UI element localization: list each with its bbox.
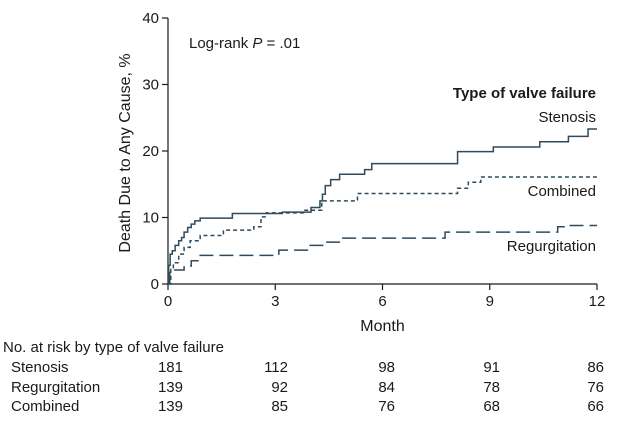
y-tick-label: 30 <box>142 77 159 94</box>
curve-regurgitation <box>168 224 597 285</box>
x-tick-label: 6 <box>378 293 386 310</box>
x-tick-label: 9 <box>486 293 494 310</box>
curve-combined <box>168 176 597 285</box>
y-tick-label: 0 <box>151 276 159 293</box>
series-label-stenosis: Stenosis <box>538 109 596 126</box>
series-label-combined: Combined <box>528 183 596 200</box>
y-tick-label: 10 <box>142 210 159 227</box>
chart-ticks: 0 10 20 30 40 0 3 6 9 12 <box>142 10 605 310</box>
y-tick-label: 20 <box>142 143 159 160</box>
y-tick-label: 40 <box>142 10 159 27</box>
x-tick-label: 0 <box>164 293 172 310</box>
legend-title: Type of valve failure <box>453 85 596 102</box>
chart-labels: Month Death Due to Any Cause, % Log-rank P… <box>117 35 596 335</box>
series-label-regurgitation: Regurgitation <box>507 238 596 255</box>
curve-stenosis <box>167 128 597 285</box>
chart-curves <box>167 128 597 285</box>
y-axis-title: Death Due to Any Cause, % <box>117 53 134 252</box>
x-axis-title: Month <box>360 318 404 335</box>
log-rank-annotation: Log-rank P = .01 <box>189 35 300 52</box>
x-tick-label: 3 <box>271 293 279 310</box>
x-tick-label: 12 <box>589 293 606 310</box>
